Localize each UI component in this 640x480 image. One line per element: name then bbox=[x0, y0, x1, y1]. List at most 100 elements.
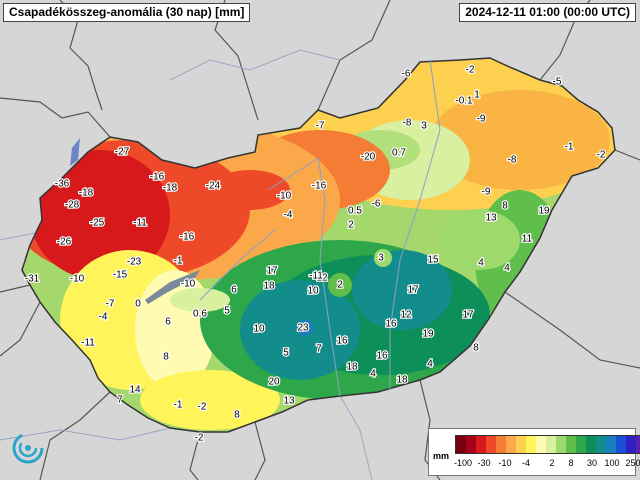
station-value-label: 7 bbox=[117, 395, 123, 406]
station-value-label: 4 bbox=[370, 369, 376, 380]
station-value-label: 10 bbox=[307, 286, 319, 297]
station-value-label: 8 bbox=[163, 352, 169, 363]
map-title: Csapadékösszeg-anomália (30 nap) [mm] bbox=[3, 3, 251, 22]
station-value-label: 17 bbox=[462, 310, 474, 321]
station-value-label: -23 bbox=[127, 257, 142, 268]
station-value-label: 7 bbox=[316, 344, 322, 355]
legend-tick-label: 8 bbox=[568, 458, 574, 468]
legend-color-swatch bbox=[626, 436, 636, 453]
legend-tick-label: -4 bbox=[521, 458, 531, 468]
station-value-label: 3 bbox=[378, 253, 384, 264]
station-value-label: -2 bbox=[466, 65, 475, 76]
station-value-label: 19 bbox=[422, 329, 434, 340]
legend-tick-label: 2 bbox=[549, 458, 555, 468]
station-value-label: -9 bbox=[482, 187, 491, 198]
station-value-label: -16 bbox=[150, 172, 165, 183]
station-value-label: -6 bbox=[372, 199, 381, 210]
legend-tick-label: -30 bbox=[477, 458, 491, 468]
legend-color-swatch bbox=[506, 436, 516, 453]
legend-color-swatch bbox=[566, 436, 576, 453]
station-value-label: -7 bbox=[106, 299, 115, 310]
station-value-label: 8 bbox=[502, 201, 508, 212]
legend-tick-label: 100 bbox=[604, 458, 620, 468]
station-value-label: 3 bbox=[421, 121, 427, 132]
station-value-label: 15 bbox=[427, 255, 439, 266]
station-value-label: -4 bbox=[284, 210, 293, 221]
legend-color-swatch bbox=[476, 436, 486, 453]
legend-color-swatch bbox=[636, 436, 640, 453]
station-value-label: -2 bbox=[195, 433, 204, 444]
station-value-label: -10 bbox=[277, 191, 292, 202]
station-value-label: 0 bbox=[135, 299, 141, 310]
station-value-label: -1 bbox=[174, 400, 183, 411]
station-value-label: -25 bbox=[90, 218, 105, 229]
station-value-label: -11 bbox=[81, 338, 95, 349]
station-value-label: 14 bbox=[129, 385, 141, 396]
station-value-label: 4 bbox=[478, 258, 484, 269]
station-value-label: -2 bbox=[198, 402, 207, 413]
station-value-label: 18 bbox=[263, 281, 275, 292]
station-value-label: -0.1 bbox=[455, 96, 473, 107]
station-value-label: 6 bbox=[165, 317, 171, 328]
station-value-label: 16 bbox=[336, 336, 348, 347]
station-value-label: -36 bbox=[55, 179, 70, 190]
legend-color-swatch bbox=[466, 436, 476, 453]
station-value-label: -4 bbox=[99, 312, 108, 323]
legend-color-swatch bbox=[576, 436, 586, 453]
legend-tick-label: 30 bbox=[586, 458, 598, 468]
station-value-label: -15 bbox=[113, 270, 128, 281]
station-value-label: 17 bbox=[407, 285, 419, 296]
legend-ticks: -100 -30 -10 -4 2 8 30 100 250 bbox=[449, 458, 640, 472]
station-value-label: -1 bbox=[565, 142, 574, 153]
legend-unit: mm bbox=[433, 451, 450, 461]
station-value-label: -8 bbox=[403, 118, 412, 129]
station-value-label: 17 bbox=[266, 266, 278, 277]
legend-color-swatch bbox=[586, 436, 596, 453]
station-value-label: 18 bbox=[396, 375, 408, 386]
station-value-label: 10 bbox=[253, 324, 265, 335]
legend-tick-label: -100 bbox=[453, 458, 473, 468]
station-value-label: 6 bbox=[231, 285, 237, 296]
station-value-label: -6 bbox=[402, 69, 411, 80]
station-value-label: 16 bbox=[385, 319, 397, 330]
station-value-label: 23 bbox=[297, 323, 309, 334]
station-value-label: -26 bbox=[57, 237, 72, 248]
legend-color-swatch bbox=[456, 436, 466, 453]
legend-tick-label: 250 bbox=[625, 458, 640, 468]
legend: mm -100 -30 -10 -4 2 8 30 100 250 bbox=[428, 428, 640, 476]
station-value-label: 19 bbox=[538, 206, 550, 217]
station-value-label: 20 bbox=[268, 377, 280, 388]
station-value-label: 5 bbox=[224, 306, 230, 317]
legend-color-swatch bbox=[486, 436, 496, 453]
legend-color-swatch bbox=[496, 436, 506, 453]
legend-color-swatch bbox=[616, 436, 626, 453]
station-value-label: 4 bbox=[427, 359, 433, 370]
station-value-label: 2 bbox=[337, 280, 343, 291]
station-value-label: 11 bbox=[522, 234, 533, 245]
station-value-label: 2 bbox=[348, 220, 354, 231]
station-value-label: 1 bbox=[474, 90, 480, 101]
station-value-label: 0.6 bbox=[193, 309, 207, 320]
station-value-label: 12 bbox=[400, 310, 412, 321]
station-value-label: 4 bbox=[504, 263, 510, 274]
station-value-label: -16 bbox=[312, 181, 327, 192]
station-value-label: -8 bbox=[508, 155, 517, 166]
legend-color-swatch bbox=[606, 436, 616, 453]
lake-neusiedl bbox=[70, 138, 80, 166]
station-value-label: -20 bbox=[361, 152, 376, 163]
legend-color-swatch bbox=[536, 436, 546, 453]
legend-colorbar bbox=[455, 435, 640, 454]
station-value-label: -18 bbox=[163, 183, 178, 194]
logo-icon bbox=[12, 432, 44, 464]
station-value-label: -1 bbox=[174, 256, 183, 267]
station-value-label: 0.7 bbox=[392, 148, 406, 159]
station-value-label: 8 bbox=[234, 410, 240, 421]
station-value-label: -2 bbox=[597, 150, 606, 161]
station-value-label: -31 bbox=[25, 274, 40, 285]
station-value-label: -24 bbox=[206, 181, 221, 192]
station-value-label: -16 bbox=[180, 232, 195, 243]
station-value-label: -28 bbox=[65, 200, 80, 211]
station-value-label: -5 bbox=[553, 77, 562, 88]
